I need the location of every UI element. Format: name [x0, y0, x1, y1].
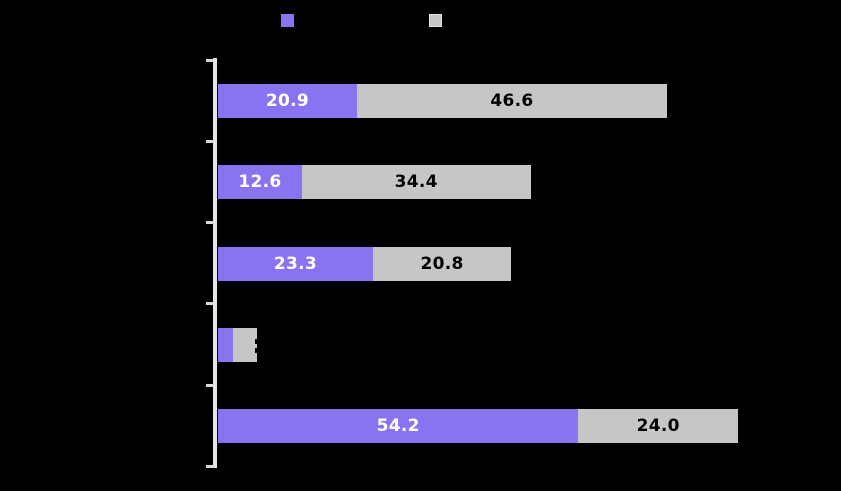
- bar-segment-purple: 54.2: [218, 409, 579, 443]
- legend-swatch-purple: [281, 14, 294, 27]
- bar-value-label: 20.8: [420, 253, 464, 274]
- bar-value-label: 24.0: [636, 416, 680, 436]
- bar-segment-purple: [218, 327, 234, 362]
- y-axis-tick: [206, 302, 214, 306]
- bar-value-label: 46.6: [490, 91, 534, 111]
- y-axis-tick: [206, 221, 214, 224]
- bar-segment-gray: 20.8: [372, 246, 512, 281]
- y-axis-tick: [206, 464, 214, 468]
- bar-segment-purple: 20.9: [218, 84, 357, 118]
- bar-segment-purple: 23.3: [218, 246, 373, 281]
- bar-segment-purple: 12.6: [218, 165, 302, 200]
- legend-swatch-gray: [429, 14, 442, 27]
- bar-value-label: 12.6: [238, 172, 282, 193]
- clipped-label-artifact: [254, 347, 258, 353]
- bar-segment-gray: 46.6: [356, 84, 667, 118]
- bar-value-label: 34.4: [394, 172, 438, 193]
- y-axis-tick: [206, 383, 214, 387]
- clipped-label-artifact: [254, 338, 258, 344]
- bar-segment-gray: 24.0: [578, 409, 739, 443]
- y-axis-spine: [213, 58, 217, 468]
- bar-segment-gray: [233, 327, 258, 362]
- y-axis-tick: [206, 58, 214, 62]
- bar-value-label: 54.2: [376, 416, 420, 436]
- bar-segment-gray: 34.4: [301, 165, 531, 200]
- y-axis-tick: [206, 139, 214, 143]
- bar-value-label: 20.9: [265, 91, 310, 111]
- bar-value-label: 23.3: [273, 253, 318, 274]
